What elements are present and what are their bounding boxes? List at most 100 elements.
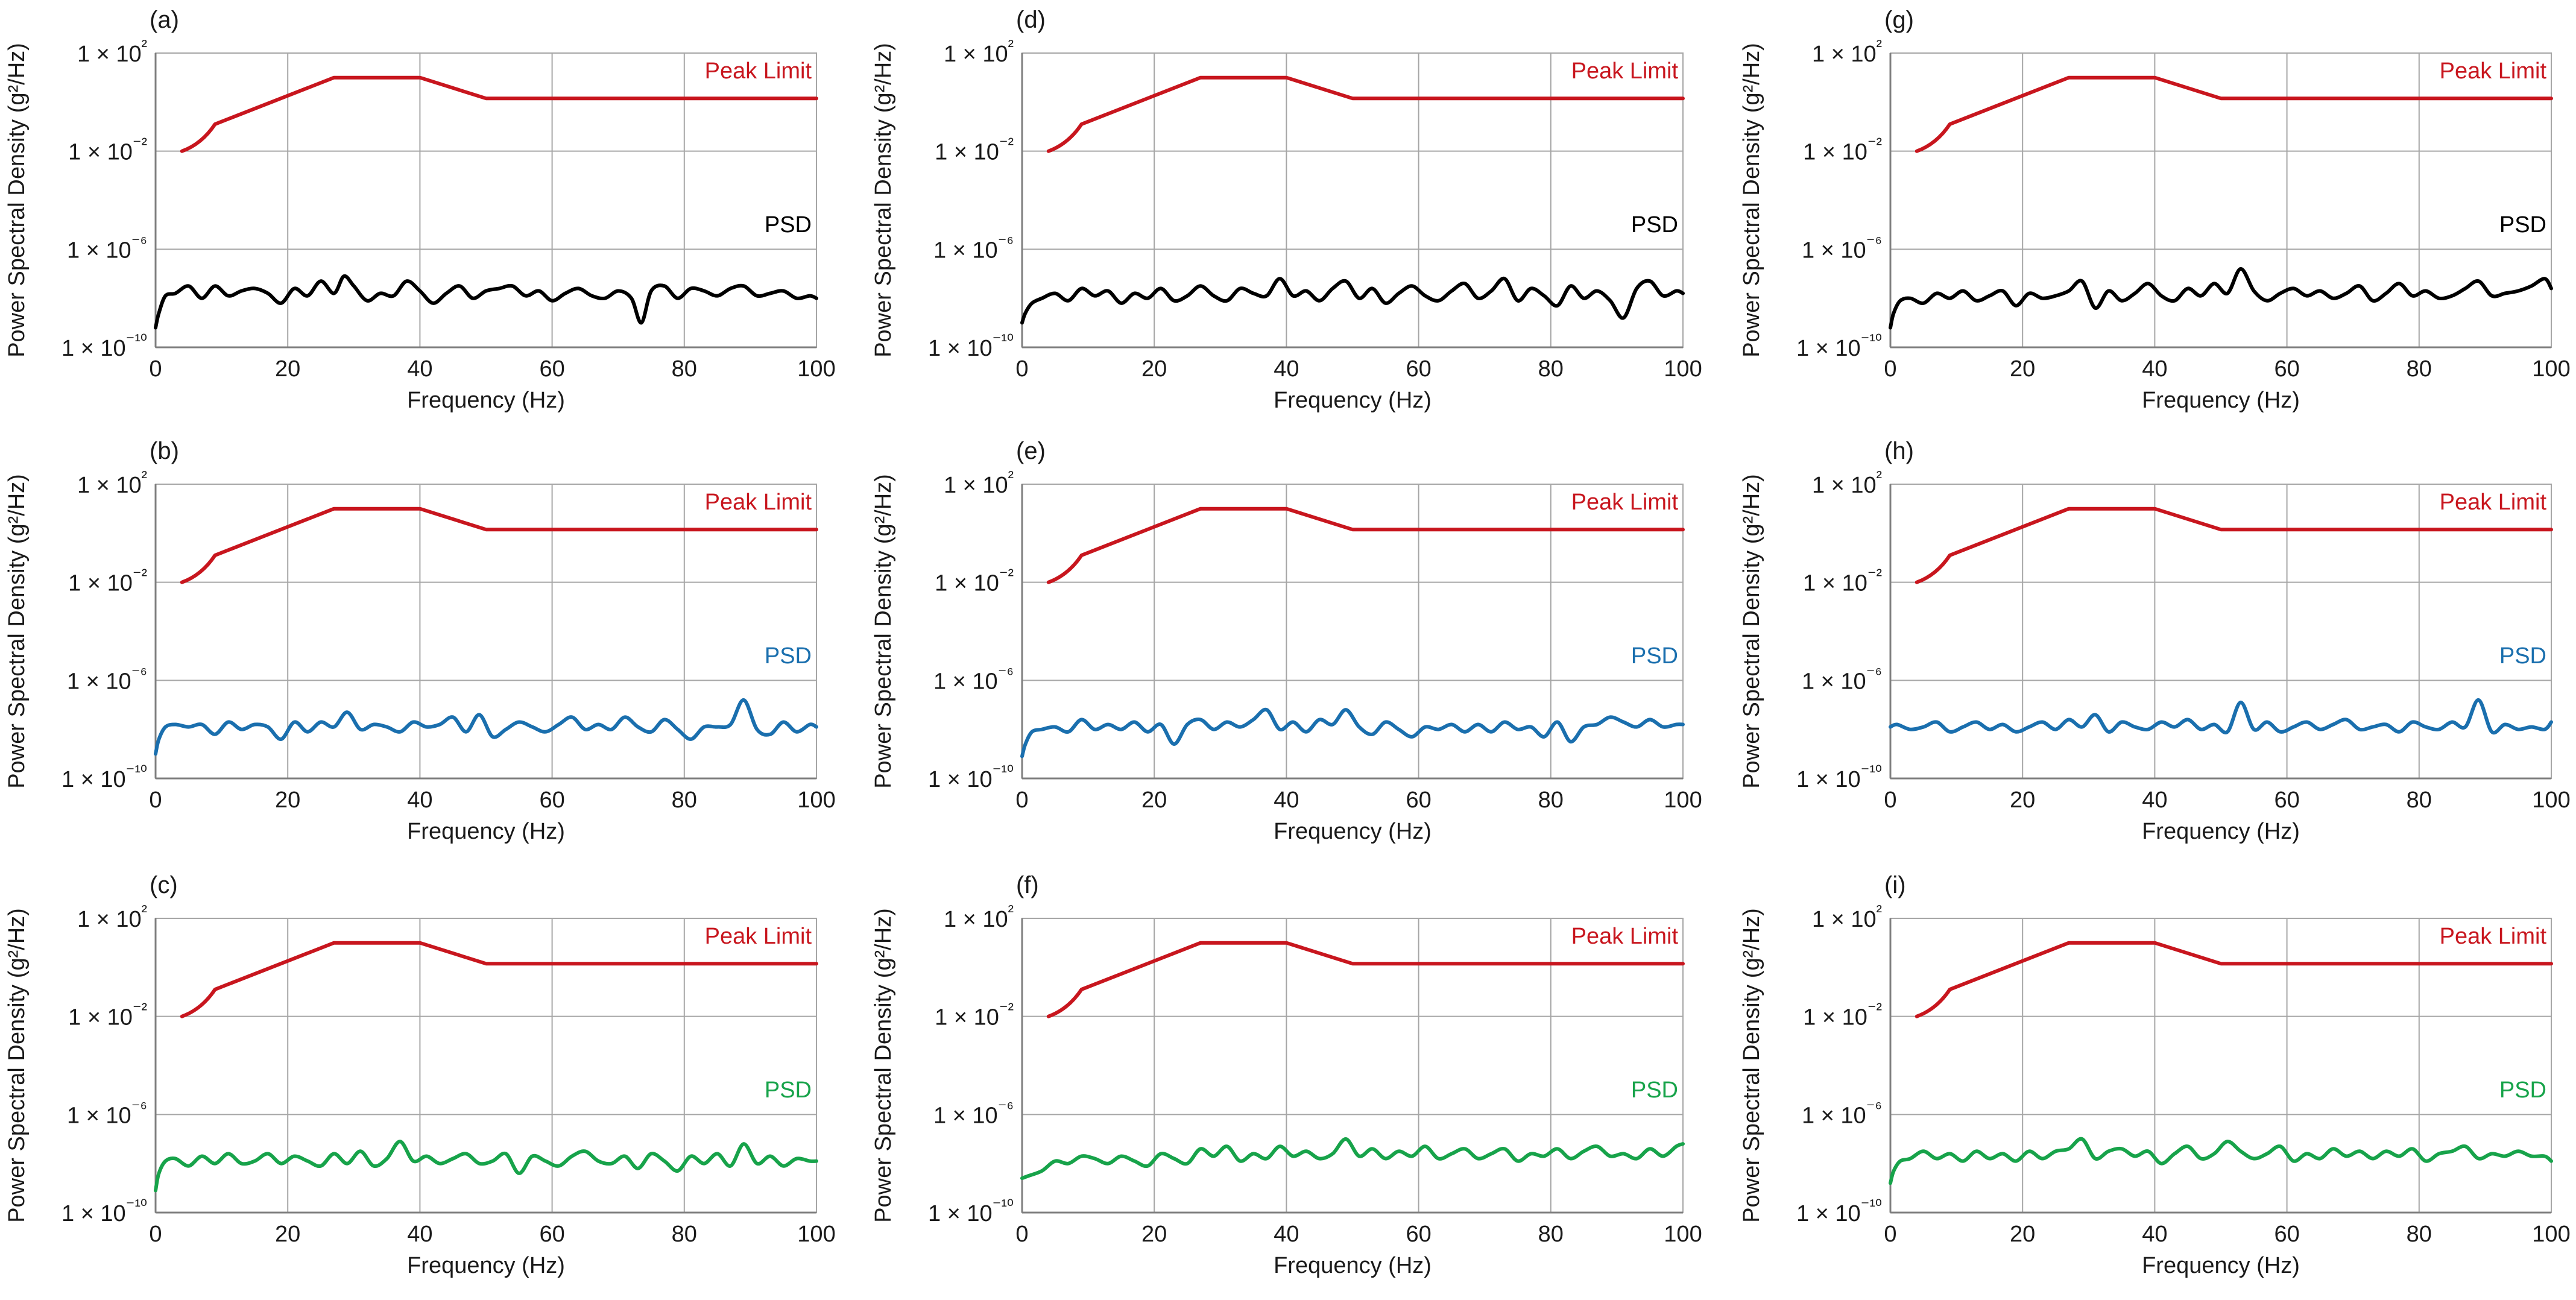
x-tick-label-i: 100	[2532, 1222, 2570, 1247]
x-tick-label-b: 100	[797, 787, 835, 813]
x-tick-label-f: 0	[1015, 1222, 1028, 1247]
peak-limit-line-g	[1915, 75, 2553, 153]
y-axis-title-i: Power Spectral Density (g²/Hz)	[1739, 908, 1764, 1223]
y-tick-label-h: 1 × 10⁻⁶	[1802, 664, 1882, 694]
y-axis-title-h: Power Spectral Density (g²/Hz)	[1739, 474, 1764, 789]
x-axis-title-i: Frequency (Hz)	[2142, 1253, 2300, 1278]
x-tick-label-i: 20	[2010, 1222, 2035, 1247]
panel-letter-a: (a)	[150, 7, 179, 33]
y-tick-label-e: 1 × 10²	[944, 468, 1014, 498]
psd-label-d: PSD	[1631, 212, 1678, 238]
y-tick-label-h: 1 × 10⁻²	[1803, 566, 1882, 596]
y-tick-label-g: 1 × 10⁻⁶	[1802, 233, 1882, 263]
y-tick-label-a: 1 × 10²	[77, 37, 147, 67]
peak-limit-line-i	[1915, 941, 2553, 1018]
y-axis-title-b: Power Spectral Density (g²/Hz)	[4, 474, 30, 789]
x-tick-label-a: 60	[539, 356, 564, 382]
psd-label-a: PSD	[765, 212, 812, 238]
y-tick-label-d: 1 × 10⁻²	[935, 135, 1014, 165]
peak-limit-label-a: Peak Limit	[705, 58, 812, 84]
y-tick-label-b: 1 × 10²	[77, 468, 147, 498]
x-tick-label-c: 40	[407, 1222, 432, 1247]
x-tick-label-f: 80	[1538, 1222, 1564, 1247]
x-tick-label-d: 80	[1538, 356, 1564, 382]
y-axis-title-f: Power Spectral Density (g²/Hz)	[871, 908, 896, 1223]
x-tick-label-a: 20	[275, 356, 300, 382]
y-axis-title-c: Power Spectral Density (g²/Hz)	[4, 908, 30, 1223]
y-tick-label-c: 1 × 10⁻⁶	[67, 1098, 147, 1128]
x-tick-label-a: 40	[407, 356, 432, 382]
x-tick-label-c: 60	[539, 1222, 564, 1247]
panel-letter-f: (f)	[1016, 872, 1039, 898]
peak-limit-line-a	[180, 75, 818, 153]
psd-label-h: PSD	[2499, 643, 2546, 669]
psd-line-h	[1889, 698, 2553, 735]
x-tick-label-a: 80	[672, 356, 697, 382]
x-tick-label-d: 0	[1015, 356, 1028, 382]
y-tick-label-d: 1 × 10⁻¹⁰	[928, 331, 1014, 361]
y-tick-label-c: 1 × 10⁻¹⁰	[62, 1196, 147, 1226]
x-tick-label-i: 40	[2142, 1222, 2167, 1247]
panel-letter-e: (e)	[1016, 438, 1046, 464]
x-axis-title-b: Frequency (Hz)	[407, 819, 565, 844]
y-tick-label-e: 1 × 10⁻¹⁰	[928, 762, 1014, 792]
psd-label-g: PSD	[2499, 212, 2546, 238]
y-axis-title-d: Power Spectral Density (g²/Hz)	[871, 43, 896, 358]
psd-label-e: PSD	[1631, 643, 1678, 669]
y-tick-label-i: 1 × 10⁻⁶	[1802, 1098, 1882, 1128]
x-tick-label-a: 0	[149, 356, 162, 382]
x-tick-label-h: 0	[1884, 787, 1896, 813]
x-tick-label-b: 40	[407, 787, 432, 813]
psd-line-c	[154, 1140, 818, 1193]
chart-panel-g: (g) 0 20 40 60 80 100 1 × 10² 1 × 10⁻² 1 × 10⁻⁶ 1 …	[1739, 7, 2571, 413]
x-tick-label-c: 100	[797, 1222, 835, 1247]
y-tick-label-a: 1 × 10⁻¹⁰	[62, 331, 147, 361]
y-tick-label-d: 1 × 10⁻⁶	[933, 233, 1014, 263]
y-tick-label-g: 1 × 10⁻²	[1803, 135, 1882, 165]
x-tick-label-f: 60	[1406, 1222, 1431, 1247]
x-tick-label-d: 100	[1664, 356, 1702, 382]
x-tick-label-g: 60	[2274, 356, 2299, 382]
panel-letter-b: (b)	[150, 438, 179, 464]
psd-line-b	[154, 698, 818, 756]
y-tick-label-b: 1 × 10⁻⁶	[67, 664, 147, 694]
psd-line-f	[1020, 1137, 1685, 1181]
x-tick-label-f: 20	[1141, 1222, 1167, 1247]
y-tick-label-f: 1 × 10⁻¹⁰	[928, 1196, 1014, 1226]
y-axis-title-g: Power Spectral Density (g²/Hz)	[1739, 43, 1764, 358]
panel-letter-d: (d)	[1016, 7, 1046, 33]
x-tick-label-e: 40	[1274, 787, 1299, 813]
x-tick-label-e: 80	[1538, 787, 1564, 813]
peak-limit-label-i: Peak Limit	[2440, 924, 2547, 949]
peak-limit-line-f	[1046, 941, 1685, 1018]
peak-limit-label-g: Peak Limit	[2440, 58, 2547, 84]
chart-panel-i: (i) 0 20 40 60 80 100 1 × 10² 1 × 10⁻² 1 × 10⁻⁶ 1 …	[1739, 872, 2571, 1278]
x-axis-title-c: Frequency (Hz)	[407, 1253, 565, 1278]
x-tick-label-g: 80	[2407, 356, 2432, 382]
psd-line-i	[1889, 1137, 2553, 1185]
x-tick-label-f: 100	[1664, 1222, 1702, 1247]
x-tick-label-d: 60	[1406, 356, 1431, 382]
peak-limit-label-f: Peak Limit	[1571, 924, 1679, 949]
x-tick-label-g: 100	[2532, 356, 2570, 382]
psd-line-a	[154, 274, 818, 330]
y-tick-label-g: 1 × 10²	[1812, 37, 1882, 67]
x-tick-label-e: 0	[1015, 787, 1028, 813]
x-tick-label-e: 60	[1406, 787, 1431, 813]
y-tick-label-f: 1 × 10⁻⁶	[933, 1098, 1014, 1128]
y-tick-label-h: 1 × 10⁻¹⁰	[1796, 762, 1882, 792]
psd-line-d	[1020, 276, 1685, 325]
y-tick-label-a: 1 × 10⁻⁶	[67, 233, 147, 263]
y-tick-label-f: 1 × 10⁻²	[935, 1000, 1014, 1030]
peak-limit-line-b	[180, 506, 818, 584]
chart-panel-a: (a) 0 20 40 60 80 100 1 × 10² 1 × 10⁻² 1 × 10⁻⁶ 1 …	[4, 7, 836, 413]
chart-panel-f: (f) 0 20 40 60 80 100 1 × 10² 1 × 10⁻² 1 × 10⁻⁶ 1 …	[871, 872, 1702, 1278]
x-tick-label-c: 20	[275, 1222, 300, 1247]
peak-limit-label-e: Peak Limit	[1571, 490, 1679, 515]
y-tick-label-i: 1 × 10⁻²	[1803, 1000, 1882, 1030]
y-tick-label-i: 1 × 10²	[1812, 902, 1882, 932]
x-tick-label-h: 40	[2142, 787, 2167, 813]
x-tick-label-a: 100	[797, 356, 835, 382]
psd-label-f: PSD	[1631, 1078, 1678, 1103]
